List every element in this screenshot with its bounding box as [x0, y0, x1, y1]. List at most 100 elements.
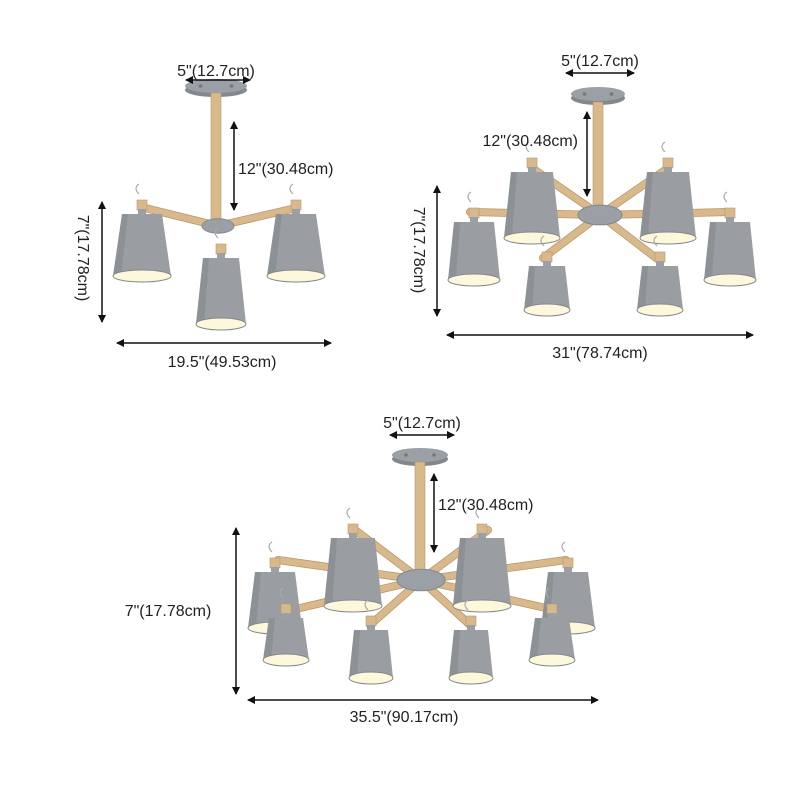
- wire: [268, 541, 273, 553]
- socket: [548, 613, 556, 619]
- wood-cap: [476, 523, 488, 535]
- wood-cap: [546, 603, 558, 615]
- wire: [364, 599, 369, 611]
- shade-shadow: [529, 618, 541, 660]
- wire: [135, 183, 140, 195]
- wood-rod: [592, 101, 604, 209]
- shade-body: [324, 538, 382, 606]
- lamp-shade: [636, 235, 684, 317]
- wood-rod: [210, 92, 222, 223]
- rod-length-label: 12"(30.48cm): [483, 133, 579, 150]
- center-hub: [577, 204, 623, 226]
- canopy-screw: [609, 92, 614, 96]
- shade-shadow: [349, 630, 360, 678]
- rod-length-label: 12"(30.48cm): [438, 497, 534, 514]
- shade-opening: [639, 231, 697, 245]
- wire: [467, 191, 472, 203]
- shade-shadow: [637, 266, 648, 310]
- shade-opening: [528, 653, 576, 667]
- lamp-shade: [448, 599, 494, 685]
- lamp-shade: [348, 599, 394, 685]
- canopy-screw: [229, 84, 234, 88]
- shade-shadow: [449, 630, 460, 678]
- canopy-screw: [432, 453, 436, 457]
- shade-opening: [523, 303, 571, 317]
- shade-body: [704, 222, 756, 280]
- canopy: [392, 448, 448, 462]
- shade-body: [529, 618, 575, 660]
- shade-body: [640, 172, 696, 238]
- center-hub: [201, 218, 235, 234]
- wood-cap: [347, 523, 359, 535]
- height-label: 7"(17.78cm): [410, 207, 427, 294]
- shade-shadow: [248, 572, 261, 628]
- shade-body: [524, 266, 570, 310]
- shade-shadow: [453, 538, 466, 606]
- center-hub: [396, 568, 446, 592]
- shade-body: [113, 214, 171, 276]
- canopy-screw: [582, 92, 587, 96]
- socket: [656, 261, 664, 267]
- socket: [271, 567, 279, 573]
- wood-cap: [654, 251, 666, 263]
- socket: [564, 567, 572, 573]
- shade-shadow: [324, 538, 337, 606]
- width-label: 31"(78.74cm): [552, 345, 648, 362]
- shade-opening: [262, 653, 310, 667]
- wood-cap: [541, 251, 553, 263]
- shade-body: [448, 222, 500, 280]
- wood-cap: [662, 157, 674, 169]
- fixture-8-light: 5"(12.7cm) 12"(30.48cm) 7"(17.78cm) 35.5…: [125, 415, 599, 726]
- shade-shadow: [504, 172, 517, 238]
- shade-opening: [195, 317, 247, 331]
- lamp-shade: [323, 507, 383, 613]
- canopy-screw: [404, 453, 408, 457]
- fixture-art: [112, 79, 326, 331]
- shade-opening: [447, 273, 501, 287]
- canopy: [185, 79, 247, 93]
- fixture-3-light: 5"(12.7cm) 12"(30.48cm) 7"(17.78cm) 19.5…: [74, 63, 334, 371]
- wire: [214, 227, 219, 239]
- wood-cap: [365, 615, 377, 627]
- lamp-shade: [112, 183, 172, 283]
- canopy-width-label: 5"(12.7cm): [383, 415, 461, 432]
- rod-length-label: 12"(30.48cm): [238, 161, 334, 178]
- wire: [346, 507, 351, 519]
- shade-body: [267, 214, 325, 276]
- shade-body: [349, 630, 393, 678]
- height-label: 7"(17.78cm): [125, 603, 212, 620]
- fixture-art: [247, 448, 596, 685]
- lamp-shade: [639, 141, 697, 245]
- wire: [289, 183, 294, 195]
- wire: [561, 541, 566, 553]
- socket: [217, 253, 225, 259]
- shade-shadow: [448, 222, 460, 280]
- socket: [543, 261, 551, 267]
- lamp-shade: [452, 507, 512, 613]
- shade-opening: [348, 671, 394, 685]
- shade-opening: [703, 273, 757, 287]
- wood-cap: [724, 207, 736, 219]
- wire: [525, 141, 530, 153]
- wood-cap: [269, 557, 281, 569]
- wire: [279, 587, 284, 599]
- shade-shadow: [640, 172, 653, 238]
- shade-body: [449, 630, 493, 678]
- wire: [545, 587, 550, 599]
- socket: [367, 625, 375, 631]
- wood-cap: [215, 243, 227, 255]
- wood-cap: [526, 157, 538, 169]
- shade-opening: [266, 269, 326, 283]
- wire: [475, 507, 480, 519]
- shade-body: [196, 258, 246, 324]
- shade-shadow: [267, 214, 282, 276]
- wood-cap: [468, 207, 480, 219]
- socket: [664, 167, 672, 173]
- canopy-screw: [198, 84, 203, 88]
- socket: [528, 167, 536, 173]
- wire: [464, 599, 469, 611]
- shade-shadow: [541, 572, 554, 628]
- canopy-width-label: 5"(12.7cm): [561, 53, 639, 70]
- lamp-shade: [262, 587, 310, 667]
